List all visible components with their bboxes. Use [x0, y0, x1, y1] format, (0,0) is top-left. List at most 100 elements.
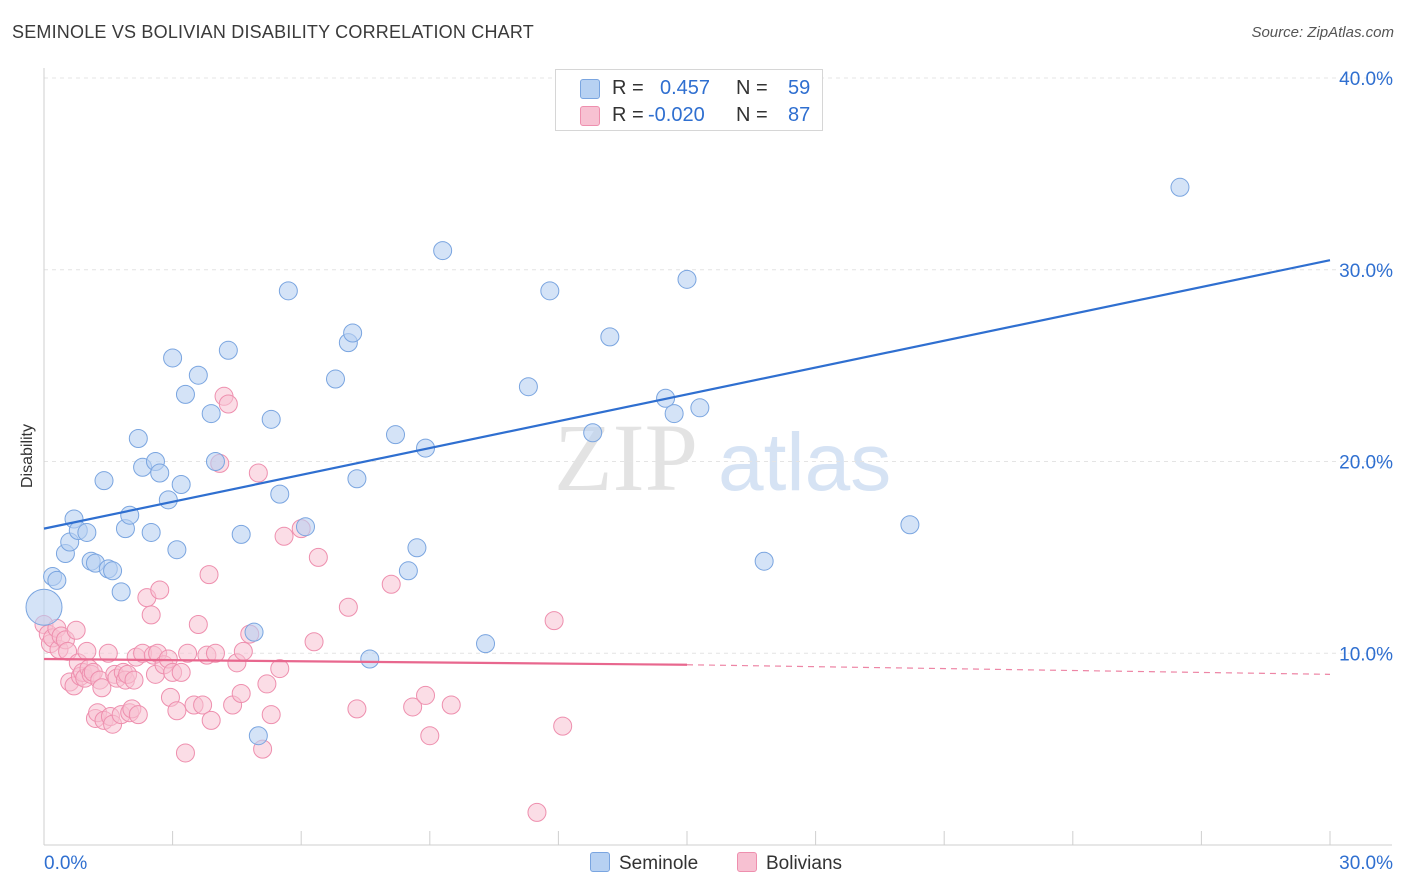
seminole-legend-swatch [590, 852, 610, 872]
bolivians-point [193, 695, 213, 715]
x-tick-label: 0.0% [44, 853, 87, 874]
seminole-point [540, 281, 560, 301]
bolivians-point [416, 685, 436, 705]
seminole-point [398, 561, 418, 581]
bolivians-legend-swatch [737, 852, 757, 872]
seminole-point [150, 463, 170, 483]
bolivians-point [124, 670, 144, 690]
seminole-point [163, 348, 183, 368]
r-value: -0.020 [648, 104, 705, 126]
seminole-point [77, 522, 97, 542]
seminole-point [201, 404, 221, 424]
r-label: R = [612, 104, 644, 126]
bolivians-point [274, 526, 294, 546]
bolivians-point [270, 659, 290, 679]
bolivians-point [199, 565, 219, 585]
source-label: Source: ZipAtlas.com [1251, 24, 1394, 41]
bolivians-point [167, 701, 187, 721]
bolivians-point [527, 802, 547, 822]
bolivians-point [218, 394, 238, 414]
seminole-trend-line [43, 259, 1331, 530]
bolivians-point [233, 641, 253, 661]
correlation-legend: R = 0.457 N = 59 R = -0.020 N = 87 [555, 69, 823, 131]
seminole-points [25, 177, 1190, 746]
seminole-point [433, 241, 453, 261]
bolivians-point [308, 547, 328, 567]
seminole-point [141, 522, 161, 542]
seminole-point [103, 561, 123, 581]
y-tick-label: 40.0% [1339, 69, 1393, 90]
seminole-point [407, 538, 427, 558]
bolivians-point [92, 678, 112, 698]
chart-title: SEMINOLE VS BOLIVIAN DISABILITY CORRELAT… [12, 22, 534, 42]
bolivians-point [128, 705, 148, 725]
bolivians-point [141, 605, 161, 625]
bolivians-point [171, 662, 191, 682]
bolivians-point [175, 743, 195, 763]
bolivians-point [77, 641, 97, 661]
seminole-point [583, 423, 603, 443]
seminole-swatch [580, 79, 600, 99]
bolivians-point [188, 614, 208, 634]
watermark: ZIP atlas [554, 404, 891, 511]
seminole-point [690, 398, 710, 418]
bolivians-point [98, 643, 118, 663]
bolivians-point [201, 710, 221, 730]
bolivians-point [553, 716, 573, 736]
bolivians-point [248, 463, 268, 483]
bolivians-trend-extension [686, 664, 1331, 675]
y-tick-label: 10.0% [1339, 644, 1393, 665]
seminole-point [360, 649, 380, 669]
seminole-point [188, 365, 208, 385]
seminole-point [261, 409, 281, 429]
seminole-point [386, 425, 406, 445]
x-tick-label: 30.0% [1339, 853, 1393, 874]
seminole-point [295, 517, 315, 537]
seminole-point [278, 281, 298, 301]
bolivians-point [420, 726, 440, 746]
bolivians-point [261, 705, 281, 725]
bolivians-point [231, 684, 251, 704]
bolivians-point [66, 620, 86, 640]
seminole-point [900, 515, 920, 535]
seminole-point [167, 540, 187, 560]
seminole-point [111, 582, 131, 602]
bolivians-points [34, 386, 573, 822]
bolivians-legend-label: Bolivians [766, 853, 843, 874]
n-label: N = [736, 77, 768, 99]
bolivians-point [381, 574, 401, 594]
n-label: N = [736, 104, 768, 126]
seminole-point [25, 588, 63, 626]
seminole-point [664, 404, 684, 424]
seminole-point [248, 726, 268, 746]
axes [43, 68, 1392, 846]
seminole-point [231, 524, 251, 544]
seminole-point [47, 570, 67, 590]
bolivians-point [403, 697, 423, 717]
gridlines [44, 77, 1392, 654]
seminole-point [244, 622, 264, 642]
seminole-point [218, 340, 238, 360]
seminole-point [94, 471, 114, 491]
seminole-point [518, 377, 538, 397]
bolivians-swatch [580, 106, 600, 126]
tick-labels: 10.0% 20.0% 30.0% 40.0% 0.0% 30.0% [44, 69, 1393, 874]
seminole-point [325, 369, 345, 389]
bolivians-point [304, 632, 324, 652]
seminole-point [754, 551, 774, 571]
n-value: 59 [788, 77, 811, 99]
watermark-atlas: atlas [718, 417, 891, 508]
r-label: R = [612, 77, 644, 99]
seminole-point [343, 323, 363, 343]
seminole-point [128, 428, 148, 448]
y-tick-label: 20.0% [1339, 453, 1393, 474]
bolivians-point [441, 695, 461, 715]
bolivians-point [338, 597, 358, 617]
legend-bolivians: Bolivians [737, 852, 842, 875]
seminole-point [171, 475, 191, 495]
bolivians-point [205, 643, 225, 663]
r-value: 0.457 [660, 77, 711, 99]
seminole-point [205, 452, 225, 471]
seminole-legend-label: Seminole [619, 853, 699, 874]
